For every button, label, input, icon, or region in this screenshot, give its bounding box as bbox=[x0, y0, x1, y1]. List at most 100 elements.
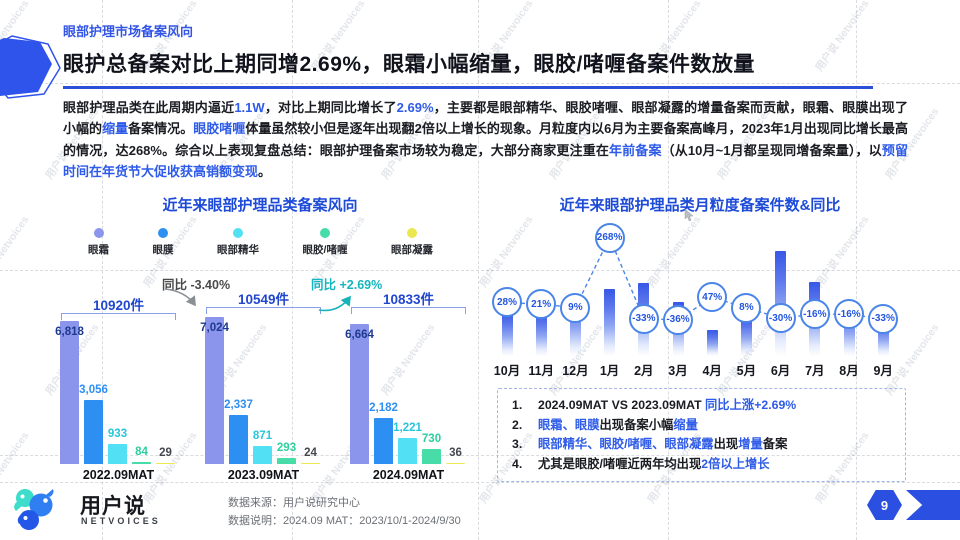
finding-number: 4. bbox=[512, 456, 523, 471]
body-text: 。 bbox=[258, 163, 272, 179]
right-chart-axis: 10月 11月 12月 1月 2月 3月 4月 5月 6月 7月 8月 9月 bbox=[481, 360, 918, 378]
yoy-percentage-badge: 47% bbox=[697, 282, 728, 313]
body-text: 体量虽然较小但是逐年出现翻2倍以上增长的现象。月粒度内以6月为主要备案高峰月，2… bbox=[63, 121, 908, 158]
bar: 2,182 bbox=[369, 402, 398, 464]
bar-value-label: 2,182 bbox=[369, 402, 398, 415]
finding-item: 4. 尤其是眼胶/啫喱近两年均出现2倍以上增长 bbox=[512, 457, 891, 472]
bar-value-label: 871 bbox=[252, 429, 273, 442]
body-text: 眼部护理品类在此周期内逼近 bbox=[63, 100, 235, 115]
month-axis-label: 4月 bbox=[702, 364, 722, 378]
finding-text: 眼霜、眼膜出现备案小幅缩量 bbox=[538, 418, 698, 433]
monthly-bar bbox=[706, 330, 718, 356]
month-axis-label: 12月 bbox=[562, 364, 589, 378]
bar-value-label: 6,664 bbox=[345, 329, 374, 342]
bar-value-label: 36 bbox=[449, 447, 462, 459]
body-text: 出现 bbox=[713, 437, 739, 452]
highlighted-text: 眼胶啫喱 bbox=[193, 121, 246, 137]
finding-number: 3. bbox=[512, 437, 523, 452]
month-axis-label: 5月 bbox=[736, 364, 757, 378]
right-chart-title: 近年来眼部护理品类月粒度备案件数&同比 bbox=[559, 197, 841, 214]
body-text: 备案情况。 bbox=[128, 121, 194, 137]
bar: 24 bbox=[301, 447, 320, 464]
month-axis-label: 11月 bbox=[528, 364, 555, 378]
bar: 6,818 bbox=[55, 320, 84, 464]
left-chart-legend: 眼霜 眼膜 眼部精华 眼胶/啫喱 眼部凝露 bbox=[88, 228, 433, 257]
mouse-cursor-icon bbox=[684, 209, 694, 222]
legend-label: 眼部精华 bbox=[217, 244, 260, 256]
group-total-label: 10920件 bbox=[92, 298, 145, 313]
finding-item: 2. 眼霜、眼膜出现备案小幅缩量 bbox=[512, 418, 891, 433]
group-axis-label: 2022.09MAT bbox=[82, 468, 155, 482]
yoy-percentage-badge: 28% bbox=[492, 287, 522, 318]
monthly-bar bbox=[535, 312, 547, 356]
bar-value-label: 24 bbox=[304, 447, 317, 459]
month-axis-label: 7月 bbox=[805, 364, 825, 378]
month-axis-label: 3月 bbox=[668, 364, 688, 378]
legend-item: 眼胶/啫喱 bbox=[303, 228, 347, 257]
guide-line bbox=[102, 0, 103, 540]
bar: 2,337 bbox=[224, 399, 253, 464]
finding-text: 眼部精华、眼胶/啫喱、眼部凝露出现增量备案 bbox=[538, 437, 787, 452]
bar: 36 bbox=[446, 447, 465, 464]
yoy-percentage-badge: -16% bbox=[799, 299, 830, 330]
watermark-text: 用户说 Netvoices bbox=[813, 0, 872, 74]
highlighted-text: 同比上涨+2.69% bbox=[705, 398, 797, 412]
bar-value-label: 29 bbox=[159, 447, 172, 459]
finding-text: 尤其是眼胶/啫喱近两年均出现2倍以上增长 bbox=[538, 457, 770, 472]
legend-dot-icon bbox=[93, 228, 104, 238]
monthly-bar bbox=[604, 289, 616, 356]
month-axis-label: 6月 bbox=[770, 364, 791, 378]
netvoices-logo bbox=[14, 489, 54, 530]
legend-item: 眼部凝露 bbox=[391, 228, 433, 257]
highlighted-text: 2倍以上增长 bbox=[701, 456, 770, 471]
guide-line bbox=[0, 270, 960, 271]
left-chart-plot: 10920件 6,818 3,056 933 84 29 2022.09MAT 10549件 7… bbox=[55, 292, 470, 482]
yoy-decline-label: 同比 -3.40% bbox=[162, 278, 231, 292]
bar-value-label: 2,337 bbox=[224, 398, 253, 411]
finding-text: 2024.09MAT VS 2023.09MAT 同比上涨+2.69% bbox=[538, 398, 796, 413]
page-number-badge: 9 bbox=[867, 490, 902, 520]
highlighted-text: 眼部精华、眼胶/啫喱、眼部凝露 bbox=[538, 437, 714, 452]
highlighted-text: 眼霜、眼膜 bbox=[538, 417, 600, 432]
guide-line bbox=[668, 0, 669, 540]
key-findings-box: 1. 2024.09MAT VS 2023.09MAT 同比上涨+2.69% 2. 眼… bbox=[497, 388, 906, 482]
guide-line bbox=[0, 455, 960, 456]
highlighted-text: 2.69% bbox=[396, 100, 434, 115]
group-bars: 7,024 2,337 871 293 24 bbox=[200, 316, 322, 464]
chart-group: 10920件 6,818 3,056 933 84 29 2022.09MAT bbox=[55, 298, 177, 482]
finding-item: 1. 2024.09MAT VS 2023.09MAT 同比上涨+2.69% bbox=[512, 398, 891, 413]
bar: 933 bbox=[108, 428, 127, 464]
guide-line bbox=[478, 0, 479, 540]
bar-value-label: 3,056 bbox=[79, 383, 108, 396]
bar-value-label: 7,024 bbox=[200, 321, 229, 334]
body-text: （从10月~1月都呈现同增备案量），以 bbox=[661, 142, 882, 158]
bar: 871 bbox=[253, 430, 272, 464]
guide-line bbox=[0, 482, 960, 483]
highlighted-text: 1.1W bbox=[234, 100, 265, 115]
highlighted-text: 缩量 bbox=[102, 121, 129, 137]
finding-number: 2. bbox=[512, 417, 523, 432]
legend-dot-icon bbox=[320, 228, 330, 238]
body-text: ，主要都是眼部精华、眼胶啫喱、眼部凝露的增量备案而贡献，眼霜、眼膜出现了小幅的 bbox=[63, 100, 908, 137]
monthly-bar bbox=[843, 305, 855, 356]
summary-paragraph: 眼部护理品类在此周期内逼近1.1W，对比上期同比增长了2.69%，主要都是眼部精… bbox=[63, 97, 908, 182]
body-text: ，对比上期同比增长了 bbox=[264, 100, 397, 115]
yoy-percentage-badge: -33% bbox=[628, 303, 659, 334]
bar-value-label: 1,221 bbox=[393, 422, 422, 435]
bar: 1,221 bbox=[393, 422, 422, 464]
page-title: 眼护总备案对比上期同增2.69%，眼霜小幅缩量，眼胶/啫喱备案件数放量 bbox=[63, 53, 755, 76]
bar: 6,664 bbox=[345, 324, 374, 464]
finding-item: 3. 眼部精华、眼胶/啫喱、眼部凝露出现增量备案 bbox=[512, 437, 891, 452]
bar: 293 bbox=[277, 442, 296, 464]
monthly-bar bbox=[740, 316, 752, 356]
legend-dot-icon bbox=[158, 228, 169, 238]
bar: 29 bbox=[156, 447, 175, 464]
next-page-arrow[interactable] bbox=[906, 490, 960, 520]
legend-dot-icon bbox=[406, 228, 417, 238]
chart-group: 10549件 7,024 2,337 871 293 24 2023.09MAT bbox=[200, 292, 322, 482]
section-eyebrow: 眼部护理市场备案风向 bbox=[63, 24, 194, 39]
month-axis-label: 1月 bbox=[599, 364, 620, 378]
bar-value-label: 84 bbox=[135, 446, 148, 459]
group-total-label: 10833件 bbox=[382, 292, 435, 307]
